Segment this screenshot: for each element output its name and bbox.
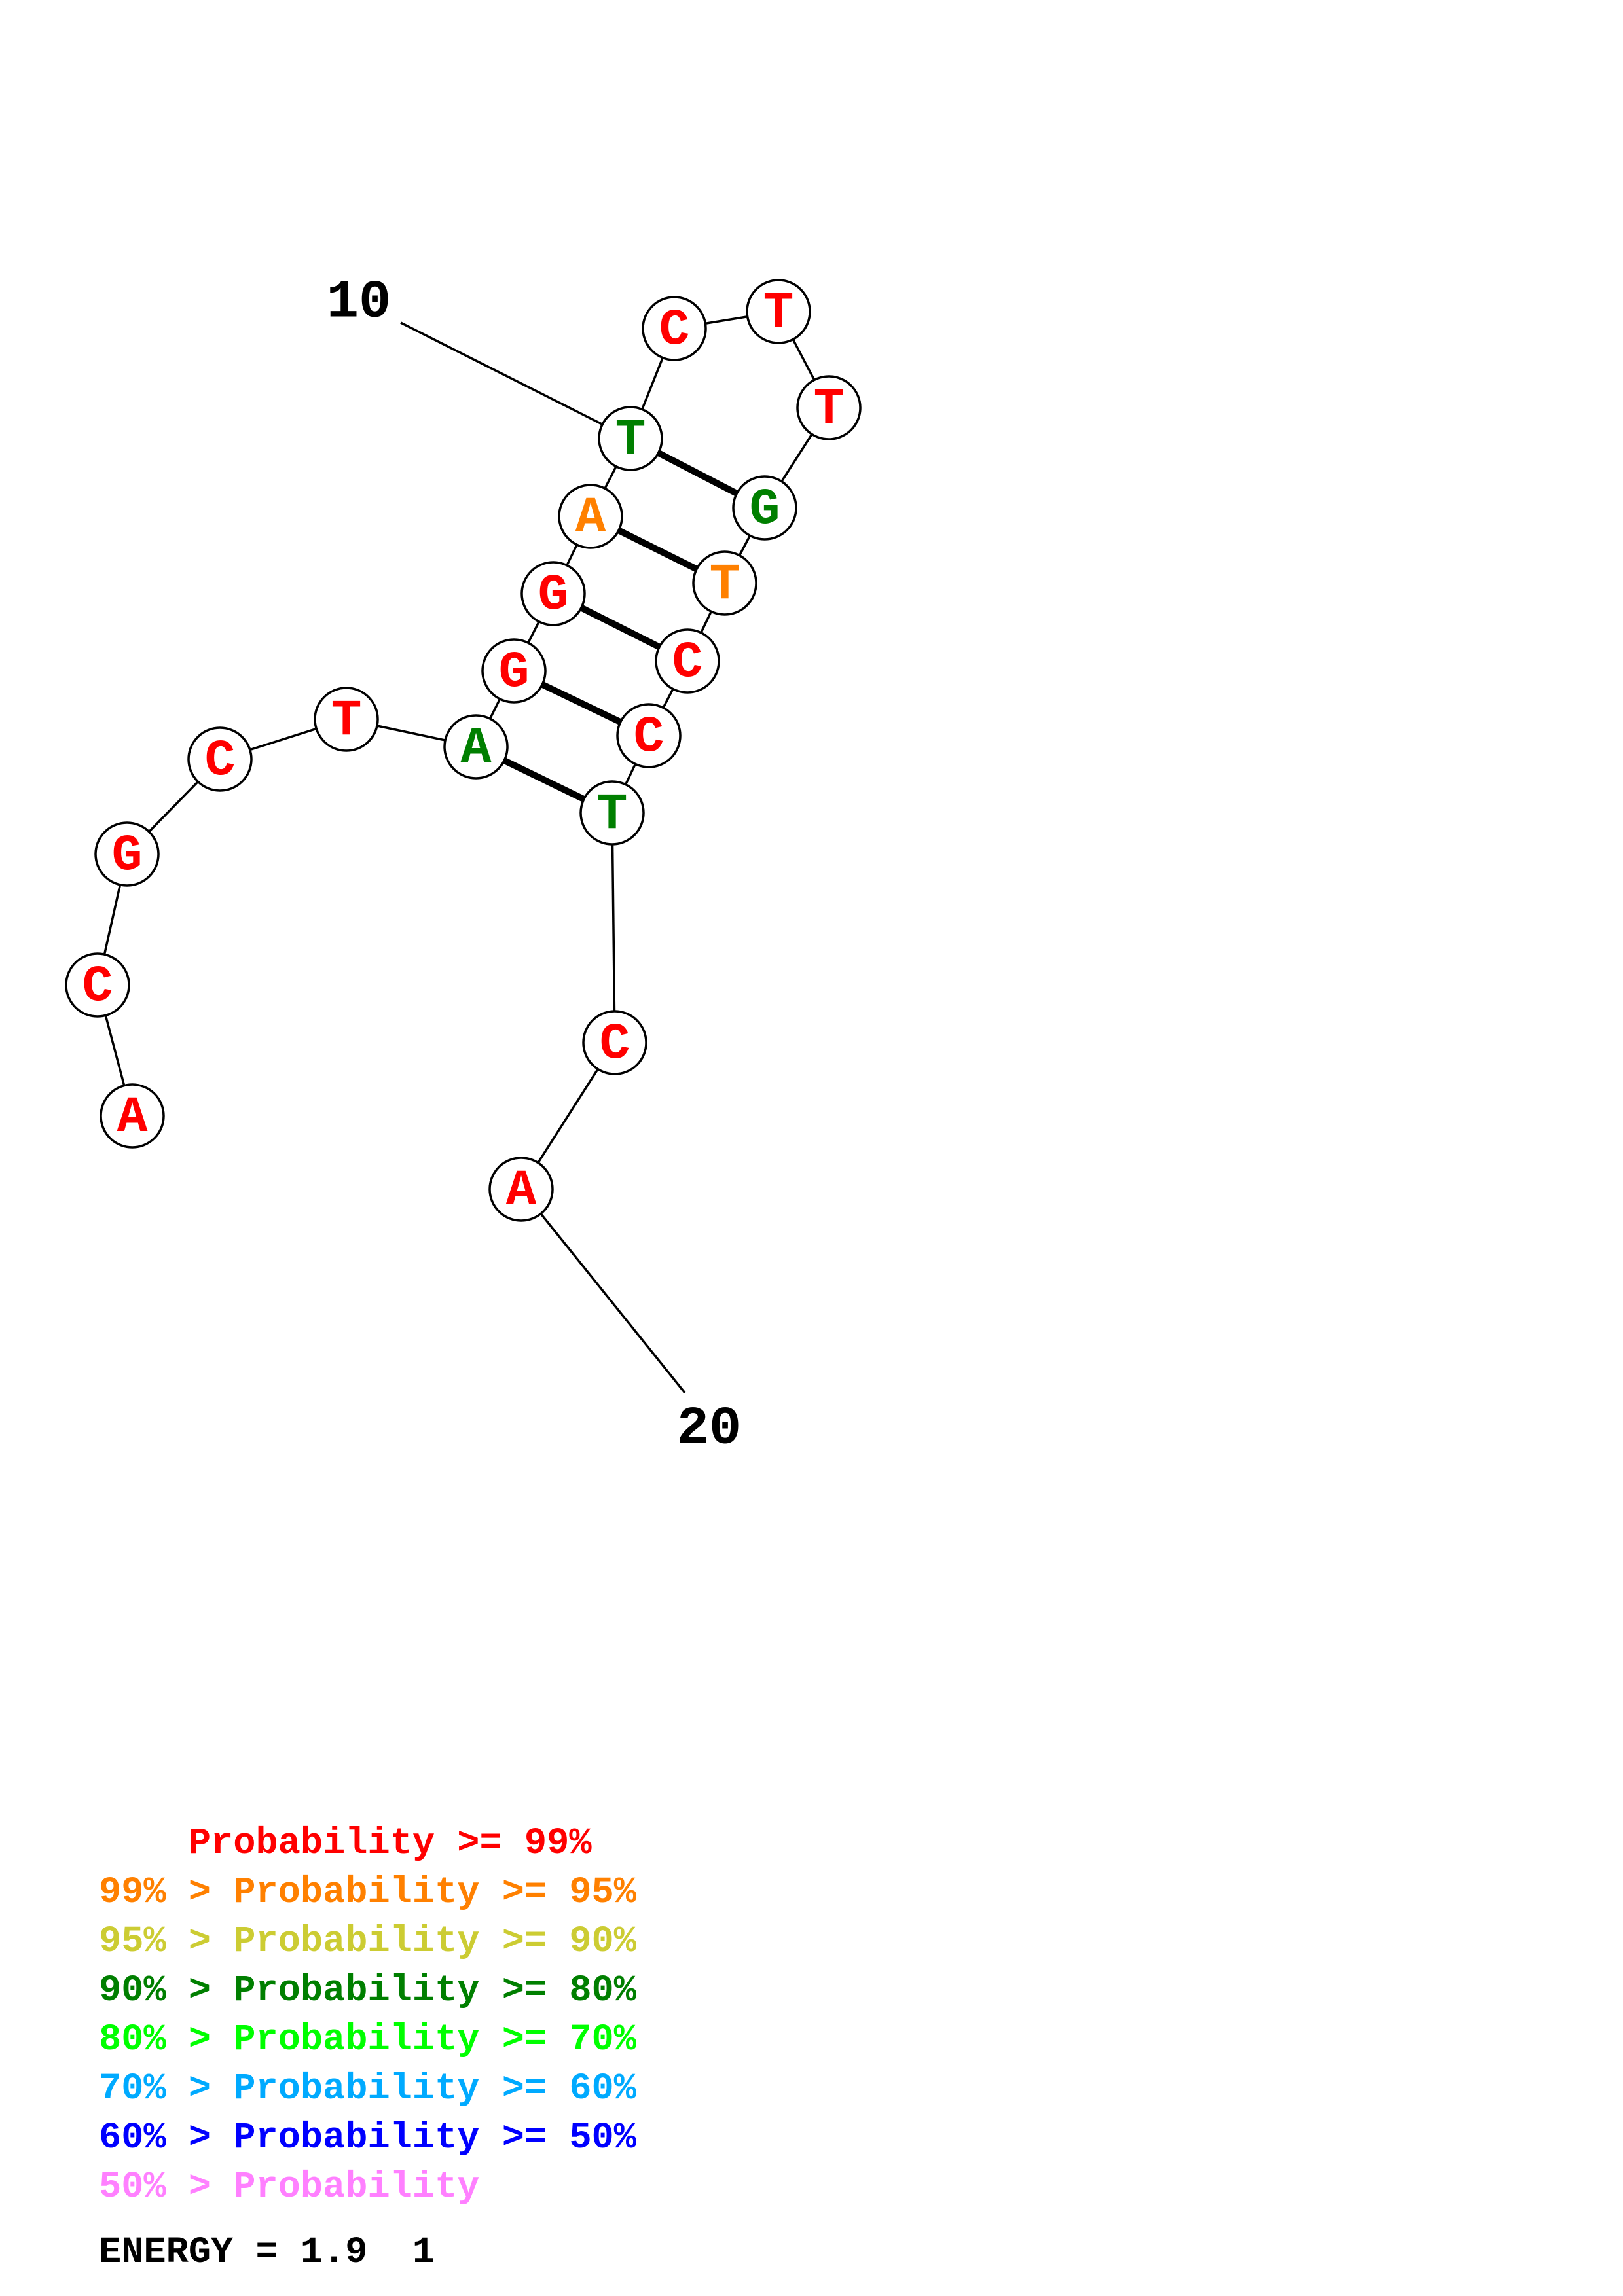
energy-readout: ENERGY = 1.9 1 — [99, 2232, 435, 2274]
nucleotide-base-letter: C — [672, 634, 703, 692]
nucleotide-base-letter: T — [710, 556, 740, 614]
legend-line-p70: 80% > Probability >= 70% — [99, 2016, 636, 2065]
legend-label: Probability — [233, 2166, 480, 2208]
nucleotide-circle — [94, 821, 160, 887]
nucleotide-8: G — [520, 561, 586, 626]
nucleotide-circle — [187, 726, 253, 792]
nucleotide-circle — [65, 952, 130, 1018]
legend-prefix: 50% > — [99, 2166, 234, 2208]
nucleotide-circle — [746, 279, 811, 344]
nucleotide-base-letter: C — [205, 732, 236, 790]
nucleotide-10: T — [598, 406, 663, 471]
nucleotide-16: C — [655, 628, 720, 694]
nucleotide-base-letter: T — [615, 412, 646, 469]
nucleotide-base-letter: G — [750, 481, 780, 539]
position-label-leader — [520, 1188, 686, 1394]
nucleotide-base-letter: C — [600, 1016, 630, 1073]
nucleotide-2: C — [65, 952, 130, 1018]
nucleotide-base-letter: T — [331, 692, 362, 750]
legend-label: Probability >= 90% — [233, 1921, 636, 1963]
nucleotide-20: A — [488, 1157, 554, 1222]
nucleotide-14: G — [732, 475, 797, 541]
nucleotide-base-letter: C — [659, 302, 690, 359]
nucleotide-3: G — [94, 821, 160, 887]
nucleotide-9: A — [558, 484, 623, 549]
nucleotide-base-letter: A — [117, 1089, 148, 1147]
legend-label: Probability >= 50% — [233, 2117, 636, 2159]
nucleotide-circle — [520, 561, 586, 626]
legend-line-p50: 60% > Probability >= 50% — [99, 2114, 636, 2163]
nucleotide-circle — [642, 296, 707, 361]
nucleotide-circle — [655, 628, 720, 694]
nucleotide-base-letter: G — [499, 644, 530, 702]
nucleotide-12: T — [746, 279, 811, 344]
nucleotide-18: T — [579, 780, 645, 846]
nucleotide-1: A — [100, 1083, 165, 1149]
legend-line-p95: 99% > Probability >= 95% — [99, 1869, 636, 1918]
nucleotide-circle — [579, 780, 645, 846]
nucleotide-11: C — [642, 296, 707, 361]
nucleotide-base-letter: A — [461, 720, 492, 778]
nucleotide-circle — [481, 638, 547, 704]
nucleotide-circle — [582, 1010, 647, 1075]
nucleotide-base-letter: G — [538, 567, 569, 624]
legend-label: Probability >= 95% — [233, 1872, 636, 1914]
position-label: 20 — [677, 1399, 741, 1460]
legend-line-p99: Probability >= 99% — [99, 1820, 592, 1869]
legend-prefix: 70% > — [99, 2068, 234, 2110]
legend-line-p60: 70% > Probability >= 60% — [99, 2065, 636, 2114]
nucleotide-base-letter: C — [82, 958, 113, 1016]
nucleotide-19: C — [582, 1010, 647, 1075]
legend-label: Probability >= 99% — [188, 1823, 592, 1865]
nucleotide-base-letter: T — [763, 285, 794, 342]
nucleotide-base-letter: T — [814, 381, 845, 439]
nucleotide-circle — [558, 484, 623, 549]
legend-line-p80: 90% > Probability >= 80% — [99, 1967, 636, 2016]
nucleotide-6: A — [443, 714, 509, 780]
nucleotide-4: C — [187, 726, 253, 792]
nucleotide-5: T — [314, 687, 379, 752]
position-label: 10 — [327, 272, 391, 333]
nucleotide-base-letter: C — [634, 709, 665, 766]
nucleotide-circle — [598, 406, 663, 471]
nucleotide-circle — [732, 475, 797, 541]
nucleotide-circle — [692, 550, 757, 616]
backbone-segment — [611, 812, 616, 1043]
nucleotide-circle — [616, 703, 682, 768]
nucleotide-circle — [488, 1157, 554, 1222]
position-label-layer: 10 20 — [327, 272, 741, 1460]
legend-prefix: 80% > — [99, 2019, 234, 2061]
nucleotide-circle — [314, 687, 379, 752]
nucleotide-base-letter: T — [597, 786, 628, 844]
legend-prefix: 95% > — [99, 1921, 234, 1963]
legend-prefix: 90% > — [99, 1970, 234, 2012]
nucleotide-15: T — [692, 550, 757, 616]
nucleotide-circle — [443, 714, 509, 780]
nucleotide-base-letter: A — [575, 490, 606, 547]
legend-label: Probability >= 80% — [233, 1970, 636, 2012]
legend-prefix: 99% > — [99, 1872, 234, 1914]
nucleotide-circle — [100, 1083, 165, 1149]
nucleotide-13: T — [796, 375, 862, 440]
position-label-leader — [400, 321, 631, 440]
nucleotide-base-letter: A — [506, 1162, 537, 1220]
legend-prefix — [99, 1823, 189, 1865]
nucleotide-7: G — [481, 638, 547, 704]
legend-line-plow: 50% > Probability — [99, 2163, 480, 2212]
legend-prefix: 60% > — [99, 2117, 234, 2159]
nucleotide-circle — [796, 375, 862, 440]
legend-label: Probability >= 60% — [233, 2068, 636, 2110]
legend-label: Probability >= 70% — [233, 2019, 636, 2061]
nucleotide-base-letter: G — [112, 827, 143, 885]
nucleotide-17: C — [616, 703, 682, 768]
legend-line-p90: 95% > Probability >= 90% — [99, 1918, 636, 1967]
